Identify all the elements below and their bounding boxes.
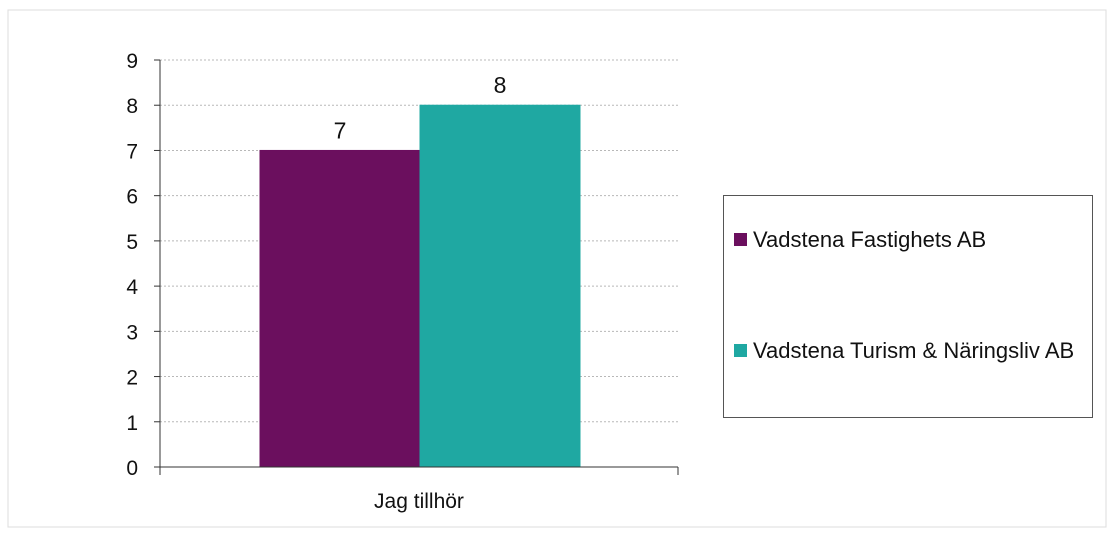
bar-2 — [419, 104, 581, 468]
y-tick-label: 3 — [126, 321, 138, 344]
bars — [259, 104, 581, 468]
legend-item: Vadstena Fastighets AB — [734, 227, 1098, 252]
axes — [154, 59, 679, 475]
legend-item: Vadstena Turism & Näringsliv AB — [734, 338, 1098, 363]
y-tick-label: 9 — [126, 50, 138, 73]
legend-label: Vadstena Turism & Näringsliv AB — [753, 338, 1075, 363]
legend-swatch — [734, 344, 747, 357]
data-label: 7 — [334, 117, 347, 143]
y-tick-label: 6 — [126, 186, 138, 209]
x-category-label: Jag tillhör — [374, 490, 464, 513]
y-tick-label: 4 — [126, 276, 138, 299]
y-tick-label: 1 — [126, 412, 138, 435]
y-tick-label: 0 — [126, 457, 138, 480]
legend-label: Vadstena Fastighets AB — [753, 227, 987, 252]
labels: 0 1 2 3 4 5 6 7 8 9 7 8 Jag tillhör — [126, 50, 506, 513]
bar-1 — [259, 149, 421, 468]
data-label: 8 — [494, 72, 507, 98]
y-tick-label: 7 — [126, 140, 138, 163]
legend-swatch — [734, 233, 747, 246]
legend: Vadstena Fastighets AB Vadstena Turism &… — [723, 195, 1093, 418]
chart-frame — [7, 9, 1107, 528]
y-tick-label: 2 — [126, 367, 138, 390]
y-tick-label: 5 — [126, 231, 138, 254]
y-tick-label: 8 — [126, 95, 138, 118]
